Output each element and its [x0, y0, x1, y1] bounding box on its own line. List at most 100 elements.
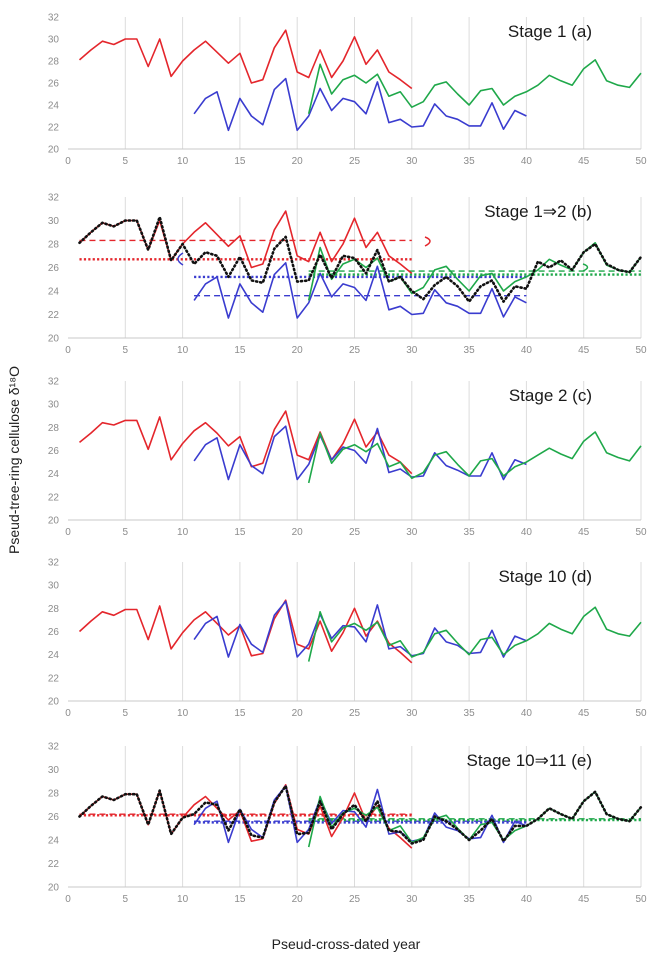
panel-5-y-tick-label: 28: [48, 789, 60, 800]
panel-2-x-tick-label: 50: [635, 345, 647, 356]
panel-4-x-tick-label: 25: [349, 708, 361, 719]
panel-1-y-tick-label: 20: [48, 145, 60, 156]
panel-5-y-tick-label: 30: [48, 765, 60, 776]
panel-4-x-tick-label: 40: [521, 708, 533, 719]
panel-1-y-tick-label: 30: [48, 35, 60, 46]
panel-2-x-tick-label: 0: [65, 345, 71, 356]
panel-2-y-tick-label: 20: [48, 334, 60, 345]
panel-3-x-tick-label: 50: [635, 527, 647, 538]
panel-1-series-green: [307, 59, 642, 114]
panel-3-series-red: [78, 410, 413, 475]
panel-2-x-tick-label: 25: [349, 345, 361, 356]
panel-3-x-tick-label: 35: [464, 527, 476, 538]
panel-2-stage-label: Stage 1⇒2 (b): [484, 202, 592, 221]
panel-4-x-tick-label: 0: [65, 708, 71, 719]
panel-5-y-tick-label: 26: [48, 812, 60, 823]
panel-2-x-tick-label: 35: [464, 345, 476, 356]
panel-4-y-tick-label: 22: [48, 673, 60, 684]
panel-1-x-tick-label: 25: [349, 156, 361, 167]
panel-1-x-tick-label: 30: [406, 156, 418, 167]
panel-2-x-tick-label: 40: [521, 345, 533, 356]
y-axis-title: Pseud-tree-ring cellulose δ¹⁸O: [6, 366, 22, 554]
panel-3-x-tick-label: 15: [234, 527, 246, 538]
panel-5-x-tick-label: 0: [65, 894, 71, 905]
panel-4-x-tick-label: 35: [464, 708, 476, 719]
panel-5-x-tick-label: 10: [177, 894, 189, 905]
panel-1-y-tick-label: 32: [48, 13, 60, 24]
blue-curved-arrow-icon: [177, 252, 184, 266]
panel-4-x-tick-label: 15: [234, 708, 246, 719]
panel-4-y-tick-label: 26: [48, 627, 60, 638]
panel-2-x-tick-label: 15: [234, 345, 246, 356]
panel-3-series-green: [307, 431, 642, 484]
panel-3-y-tick-label: 32: [48, 377, 60, 388]
panel-2-y-tick-label: 24: [48, 287, 60, 298]
panel-2-x-tick-label: 45: [578, 345, 590, 356]
panel-2-x-tick-label: 10: [177, 345, 189, 356]
panel-1-x-tick-label: 20: [292, 156, 304, 167]
green-curved-arrow-icon: [582, 263, 589, 272]
panel-4-x-tick-label: 50: [635, 708, 647, 719]
panel-4-x-tick-label: 5: [123, 708, 129, 719]
panel-1-x-tick-label: 5: [123, 156, 129, 167]
panel-5-x-tick-label: 50: [635, 894, 647, 905]
panel-1-x-tick-label: 0: [65, 156, 71, 167]
panel-3-series-blue: [193, 425, 527, 481]
panel-4-x-tick-label: 20: [292, 708, 304, 719]
panel-1-y-tick-label: 26: [48, 79, 60, 90]
panel-1-stage-label: Stage 1 (a): [508, 22, 592, 41]
panel-1-y-tick-label: 22: [48, 123, 60, 134]
panel-5-y-tick-label: 22: [48, 859, 60, 870]
x-axis-title: Pseud-cross-dated year: [272, 936, 421, 952]
panel-5-y-tick-label: 32: [48, 742, 60, 753]
panel-1-x-tick-label: 10: [177, 156, 189, 167]
panel-4-stage-label: Stage 10 (d): [498, 567, 592, 586]
panel-1-series-red: [78, 29, 413, 90]
panel-3-y-tick-label: 28: [48, 423, 60, 434]
panel-2-y-tick-label: 30: [48, 216, 60, 227]
panel-3-x-tick-label: 25: [349, 527, 361, 538]
panel-3-x-tick-label: 10: [177, 527, 189, 538]
red-curved-arrow-icon: [424, 236, 431, 247]
panel-1-x-tick-label: 40: [521, 156, 533, 167]
panel-4-series-blue: [193, 600, 527, 658]
panel-4-x-tick-label: 30: [406, 708, 418, 719]
panel-5-x-tick-label: 5: [123, 894, 129, 905]
panel-5-x-tick-label: 20: [292, 894, 304, 905]
panel-1-series-blue: [193, 77, 527, 132]
panel-5-x-tick-label: 30: [406, 894, 418, 905]
panel-3-y-tick-label: 30: [48, 400, 60, 411]
panel-5-y-tick-label: 24: [48, 836, 60, 847]
panel-2-y-tick-label: 26: [48, 263, 60, 274]
panel-1-y-tick-label: 24: [48, 101, 60, 112]
panel-4-y-tick-label: 30: [48, 581, 60, 592]
panel-1-x-tick-label: 50: [635, 156, 647, 167]
panel-5-x-tick-label: 15: [234, 894, 246, 905]
panel-3-y-tick-label: 26: [48, 446, 60, 457]
panel-2-series-blue: [193, 261, 527, 319]
panel-3-x-tick-label: 5: [123, 527, 129, 538]
panel-5-x-tick-label: 25: [349, 894, 361, 905]
panel-3-y-tick-label: 20: [48, 516, 60, 527]
panel-2-series-black: [78, 215, 643, 303]
panel-2-x-tick-label: 5: [123, 345, 129, 356]
panel-2-y-tick-label: 28: [48, 240, 60, 251]
panel-3-y-tick-label: 24: [48, 469, 60, 480]
panel-5-x-tick-label: 40: [521, 894, 533, 905]
panel-4-y-tick-label: 24: [48, 650, 60, 661]
panel-3-x-tick-label: 45: [578, 527, 590, 538]
panel-2-x-tick-label: 20: [292, 345, 304, 356]
panel-5-y-tick-label: 20: [48, 883, 60, 894]
panel-3-x-tick-label: 30: [406, 527, 418, 538]
panel-5-stage-label: Stage 10⇒11 (e): [467, 751, 592, 770]
panel-4-y-tick-label: 20: [48, 697, 60, 708]
panel-5-x-tick-label: 35: [464, 894, 476, 905]
panel-1-x-tick-label: 45: [578, 156, 590, 167]
panel-1-x-tick-label: 15: [234, 156, 246, 167]
panel-4-y-tick-label: 28: [48, 604, 60, 615]
panel-3-x-tick-label: 0: [65, 527, 71, 538]
panel-4-series-red: [78, 599, 413, 664]
panel-1-x-tick-label: 35: [464, 156, 476, 167]
panel-2-y-tick-label: 32: [48, 193, 60, 204]
panel-2-x-tick-label: 30: [406, 345, 418, 356]
